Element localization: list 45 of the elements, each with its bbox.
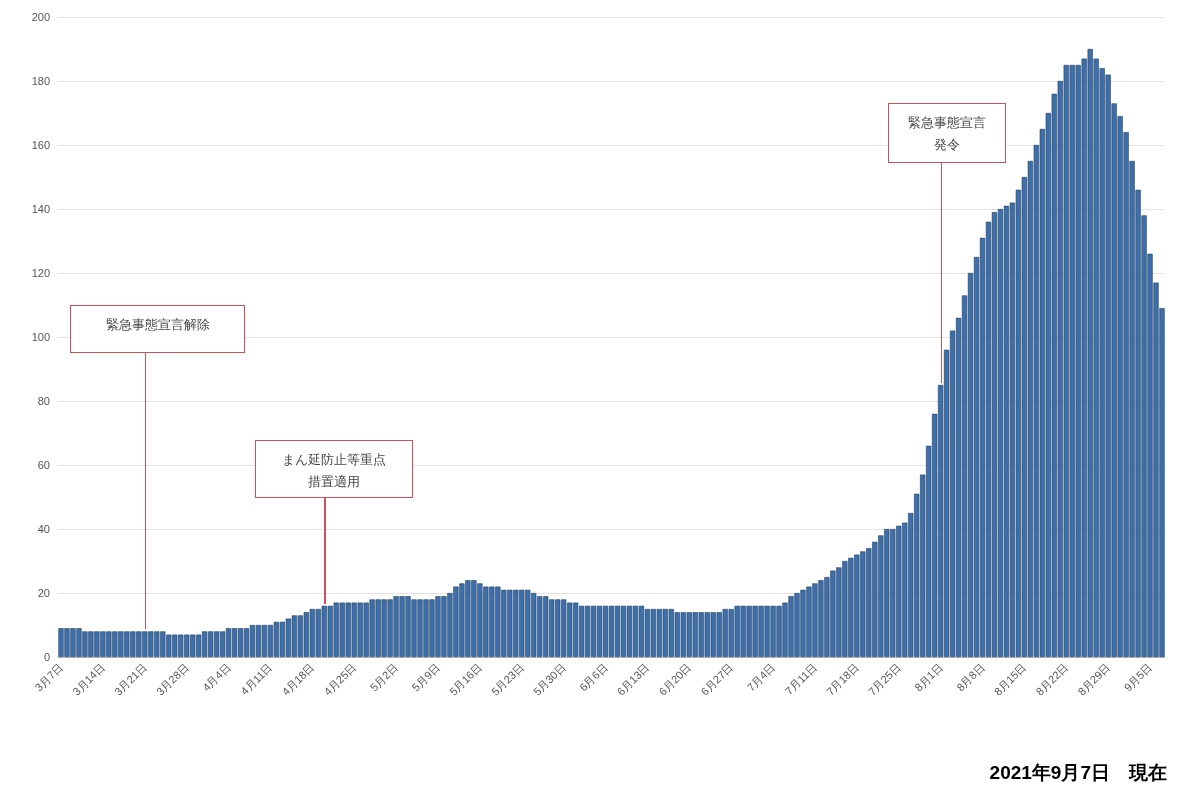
y-tick-label: 120 xyxy=(31,267,50,279)
x-tick-label: 5月30日 xyxy=(530,660,568,698)
x-tick-label: 7月18日 xyxy=(824,660,862,698)
x-tick-label: 4月25日 xyxy=(321,660,359,698)
x-tick-label: 8月15日 xyxy=(991,660,1029,698)
x-tick-label: 6月20日 xyxy=(656,660,694,698)
x-tick-label: 4月18日 xyxy=(279,660,317,698)
x-tick-label: 5月9日 xyxy=(409,660,443,694)
x-tick-label: 8月22日 xyxy=(1033,660,1071,698)
callout: 緊急事態宣言解除 xyxy=(70,305,245,630)
x-tick-label: 4月4日 xyxy=(200,660,233,694)
y-tick-label: 100 xyxy=(31,331,50,343)
y-tick-label: 180 xyxy=(31,75,50,87)
x-tick-label: 6月6日 xyxy=(577,660,610,694)
annotation: まん延防止等重点措置適用 xyxy=(255,440,413,498)
y-tick-label: 40 xyxy=(37,523,50,535)
x-tick-label: 5月16日 xyxy=(447,660,485,698)
annotation: 緊急事態宣言発令 xyxy=(888,103,1006,163)
x-tick-label: 6月13日 xyxy=(614,660,652,698)
y-tick-label: 60 xyxy=(37,459,50,471)
y-tick-label: 0 xyxy=(43,651,50,663)
x-tick-label: 7月4日 xyxy=(744,660,778,694)
x-tick-label: 8月1日 xyxy=(912,660,945,694)
callout: まん延防止等重点措置適用 xyxy=(255,440,413,604)
x-tick-label: 5月2日 xyxy=(367,660,401,694)
y-tick-label: 20 xyxy=(37,587,50,599)
x-tick-label: 7月11日 xyxy=(782,660,820,698)
x-tick-label: 7月25日 xyxy=(865,660,903,698)
x-tick-label: 6月27日 xyxy=(698,660,736,698)
x-tick-label: 9月5日 xyxy=(1121,660,1155,694)
y-tick-label: 140 xyxy=(31,203,50,215)
x-tick-label: 8月29日 xyxy=(1075,660,1113,698)
y-tick-label: 160 xyxy=(31,139,50,151)
callout: 緊急事態宣言発令 xyxy=(888,103,1006,383)
x-tick-label: 3月28日 xyxy=(153,660,191,698)
x-tick-label: 5月23日 xyxy=(488,660,526,698)
y-tick-label: 200 xyxy=(31,11,50,23)
x-tick-label: 8月8日 xyxy=(954,660,987,694)
x-tick-label: 4月11日 xyxy=(238,660,275,698)
x-tick-label: 3月7日 xyxy=(32,660,66,694)
x-tick-label: 3月14日 xyxy=(70,660,108,698)
x-tick-label: 3月21日 xyxy=(112,660,150,698)
y-tick-label: 80 xyxy=(37,395,50,407)
annotation: 緊急事態宣言解除 xyxy=(70,305,245,353)
text: 2021年9月7日 現在 xyxy=(989,761,1167,785)
